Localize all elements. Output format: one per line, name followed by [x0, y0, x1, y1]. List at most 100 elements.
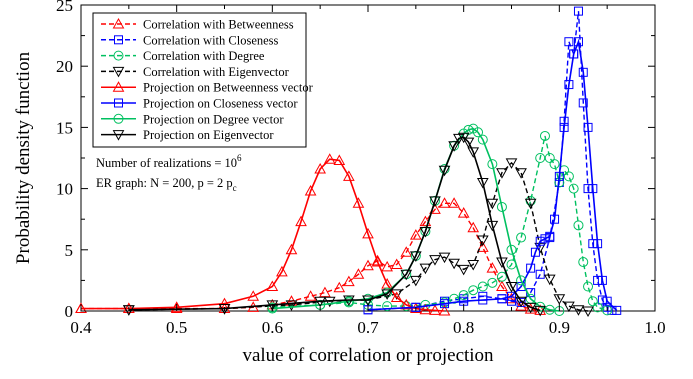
data-point — [439, 164, 450, 175]
data-point — [496, 201, 507, 212]
x-tick-label: 1.0 — [644, 318, 665, 337]
data-point — [486, 198, 499, 210]
data-point — [530, 247, 540, 257]
data-point — [477, 281, 488, 292]
data-point — [343, 275, 355, 287]
data-point — [467, 259, 480, 271]
data-point — [319, 286, 331, 298]
data-point — [602, 296, 612, 306]
series-projection-on-betweenness-vector — [75, 153, 451, 316]
data-point — [487, 277, 498, 288]
data-point — [597, 275, 607, 285]
data-point — [400, 298, 413, 310]
x-tick-label: 0.9 — [549, 318, 570, 337]
data-point — [295, 215, 307, 227]
data-point — [448, 141, 460, 152]
data-point — [535, 236, 545, 246]
data-point — [515, 168, 527, 179]
data-point — [544, 304, 555, 315]
data-point — [476, 235, 489, 247]
data-point — [593, 239, 603, 249]
data-point — [382, 301, 393, 312]
series-correlation-with-degree — [267, 130, 613, 316]
legend-label: Projection on Betweenness vector — [143, 81, 314, 95]
legend-marker — [114, 35, 123, 45]
data-point — [362, 295, 374, 307]
series-line — [367, 38, 618, 311]
data-point — [602, 302, 612, 312]
data-point — [429, 255, 441, 266]
data-point — [539, 130, 550, 141]
data-point — [419, 303, 432, 315]
data-point — [266, 300, 279, 311]
data-point — [524, 302, 537, 314]
data-point — [592, 302, 603, 313]
data-point — [515, 300, 527, 311]
data-point — [540, 234, 550, 244]
legend-entry-correlation-with-closeness: Correlation with Closeness — [101, 33, 279, 47]
data-point — [343, 170, 355, 181]
annotation-er-graph: ER graph: N = 200, p = 2 pc — [96, 176, 237, 193]
data-point — [507, 296, 516, 306]
data-point — [496, 271, 507, 282]
data-point — [582, 306, 594, 318]
data-point — [419, 263, 432, 275]
data-point — [516, 275, 527, 286]
data-point — [429, 196, 441, 207]
data-point — [573, 37, 583, 47]
data-point — [276, 265, 288, 277]
data-point — [478, 295, 488, 305]
data-point — [572, 305, 585, 316]
annotation-er-graph-text: ER graph: N = 200, p = 2 p — [96, 176, 233, 190]
data-point — [390, 291, 403, 303]
y-axis-title: Probability density function — [13, 51, 34, 264]
data-point — [467, 147, 480, 158]
series-line — [81, 202, 541, 312]
data-point — [323, 153, 336, 164]
data-point — [170, 301, 183, 312]
legend-entry-projection-on-eigenvector: Projection on Eigenvector — [101, 128, 274, 142]
data-point — [285, 300, 298, 311]
x-tick-label: 0.7 — [357, 318, 379, 337]
data-point — [75, 302, 87, 314]
x-tick-label: 0.6 — [262, 318, 283, 337]
data-point — [438, 165, 451, 177]
data-point — [371, 254, 384, 266]
series-line — [272, 135, 608, 312]
data-point — [352, 197, 365, 208]
data-point — [553, 294, 566, 305]
y-tick-label: 0 — [65, 302, 74, 321]
annotation-realizations-text: Number of realizations = 10 — [96, 156, 237, 170]
data-point — [506, 244, 517, 255]
data-point — [314, 162, 327, 174]
data-point — [564, 37, 574, 47]
data-point — [476, 177, 489, 189]
legend-label: Projection on Eigenvector — [143, 128, 274, 142]
data-point — [505, 282, 518, 293]
data-point — [122, 302, 135, 314]
data-point — [462, 137, 475, 149]
data-point — [419, 226, 432, 238]
data-point — [486, 262, 499, 273]
annotation-er-graph-sub: c — [233, 183, 237, 193]
data-point — [515, 296, 527, 308]
data-point — [400, 269, 413, 281]
data-point — [314, 296, 327, 308]
data-point — [496, 280, 508, 292]
legend-entry-projection-on-degree-vector: Projection on Degree vector — [101, 112, 284, 126]
legend-label: Projection on Degree vector — [143, 112, 284, 126]
x-tick-label: 0.5 — [166, 318, 187, 337]
data-point — [516, 232, 527, 243]
data-point — [122, 305, 135, 316]
data-point — [468, 285, 479, 296]
y-tick-label: 10 — [56, 180, 73, 199]
data-point — [448, 258, 460, 270]
legend-marker — [112, 17, 125, 29]
series-line — [81, 158, 445, 312]
data-point — [477, 134, 488, 145]
data-point — [371, 256, 384, 267]
legend-label: Projection on Closeness vector — [143, 97, 298, 111]
data-point — [409, 229, 422, 240]
data-point — [476, 241, 489, 252]
data-point — [497, 294, 507, 304]
